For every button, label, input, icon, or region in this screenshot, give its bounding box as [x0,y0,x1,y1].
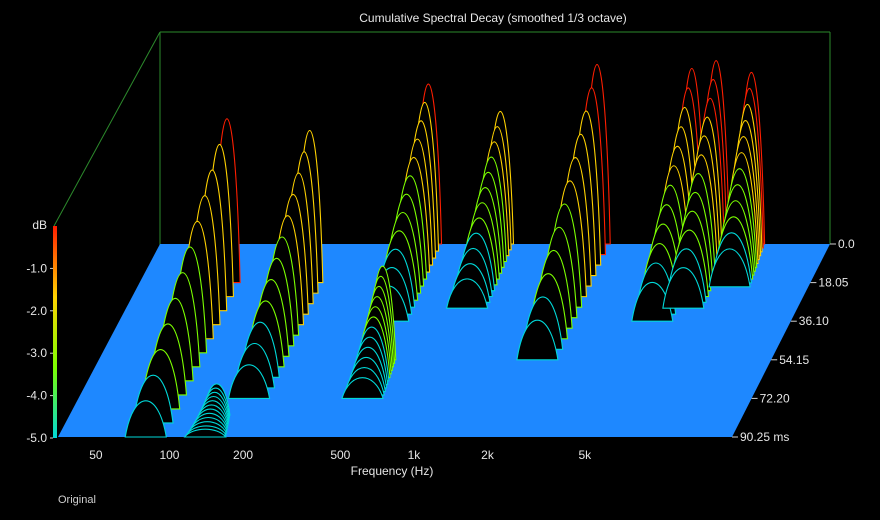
x-tick-labels: 50 100 200 500 1k 2k 5k [89,448,592,462]
time-tick-label: 0.0 [838,237,855,251]
x-tick-label: 2k [481,448,495,462]
decay-slice [124,400,167,438]
resonance-ridge [227,130,324,399]
back-wall-left-edge [53,31,161,227]
x-tick-label: 5k [578,448,592,462]
resonance-ridge [124,118,241,438]
chart-title: Cumulative Spectral Decay (smoothed 1/3 … [359,11,626,25]
footer-label: Original [58,494,96,506]
resonance-ridge [183,383,231,438]
decay-slice [631,281,674,322]
decay-slice [183,428,227,438]
decay-slice [227,364,271,399]
z-tick-label: -5.0 [26,431,47,445]
decay-slice [516,319,559,361]
decay-slice [708,248,751,288]
z-axis-label: dB [32,218,47,232]
time-tick-labels: 0.0 18.05 36.10 54.15 72.20 90.25 ms [732,237,855,444]
time-tick-label: 54.15 [779,353,809,367]
time-tick-label: 72.20 [760,391,790,405]
db-colorbar [53,226,57,438]
z-tick-labels: -1.0 -2.0 -3.0 -4.0 -5.0 [26,261,53,445]
x-tick-label: 1k [408,448,422,462]
resonance-ridge [445,110,515,309]
z-tick-label: -3.0 [26,346,47,360]
x-tick-label: 50 [89,448,103,462]
decay-slice [445,278,489,309]
resonance-ridge [662,60,730,309]
x-tick-label: 200 [233,448,253,462]
decay-slice [662,267,705,309]
resonance-ridges [124,60,766,438]
time-tick-label: 90.25 ms [740,430,789,444]
time-tick-label: 18.05 [818,276,848,290]
resonance-ridge [708,71,766,288]
x-axis-label: Frequency (Hz) [351,464,434,478]
z-tick-label: -1.0 [26,261,47,275]
decay-slice [341,377,384,399]
resonance-ridge [341,265,397,399]
resonance-ridge [367,83,443,322]
resonance-ridge [516,64,611,361]
z-tick-label: -4.0 [26,389,47,403]
x-tick-label: 500 [330,448,350,462]
x-tick-label: 100 [159,448,179,462]
time-tick-label: 36.10 [799,314,829,328]
z-tick-label: -2.0 [26,304,47,318]
